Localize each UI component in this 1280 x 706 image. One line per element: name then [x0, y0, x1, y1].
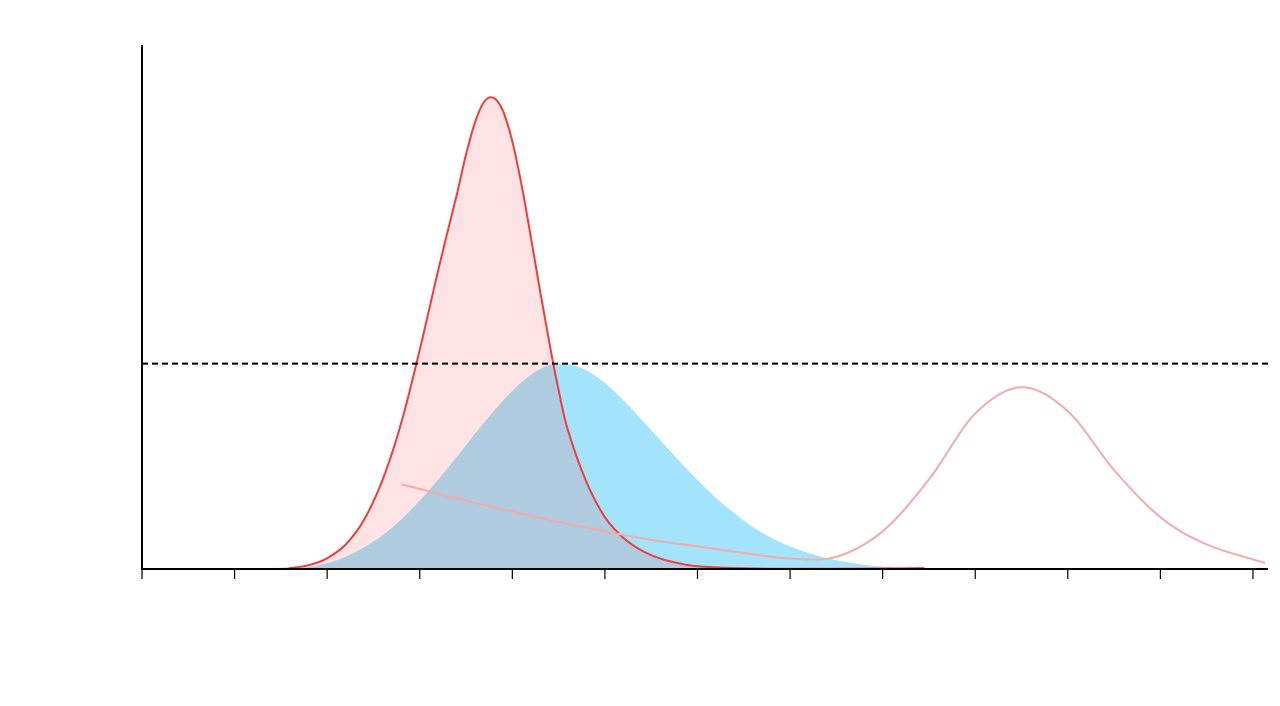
chart-axes: [141, 45, 1268, 579]
series-0-area: [290, 363, 929, 569]
series-2-line: [400, 386, 1266, 564]
chart-series-layer: [142, 96, 1266, 571]
series-1-line: [142, 96, 925, 571]
series-1-area: [142, 97, 925, 570]
